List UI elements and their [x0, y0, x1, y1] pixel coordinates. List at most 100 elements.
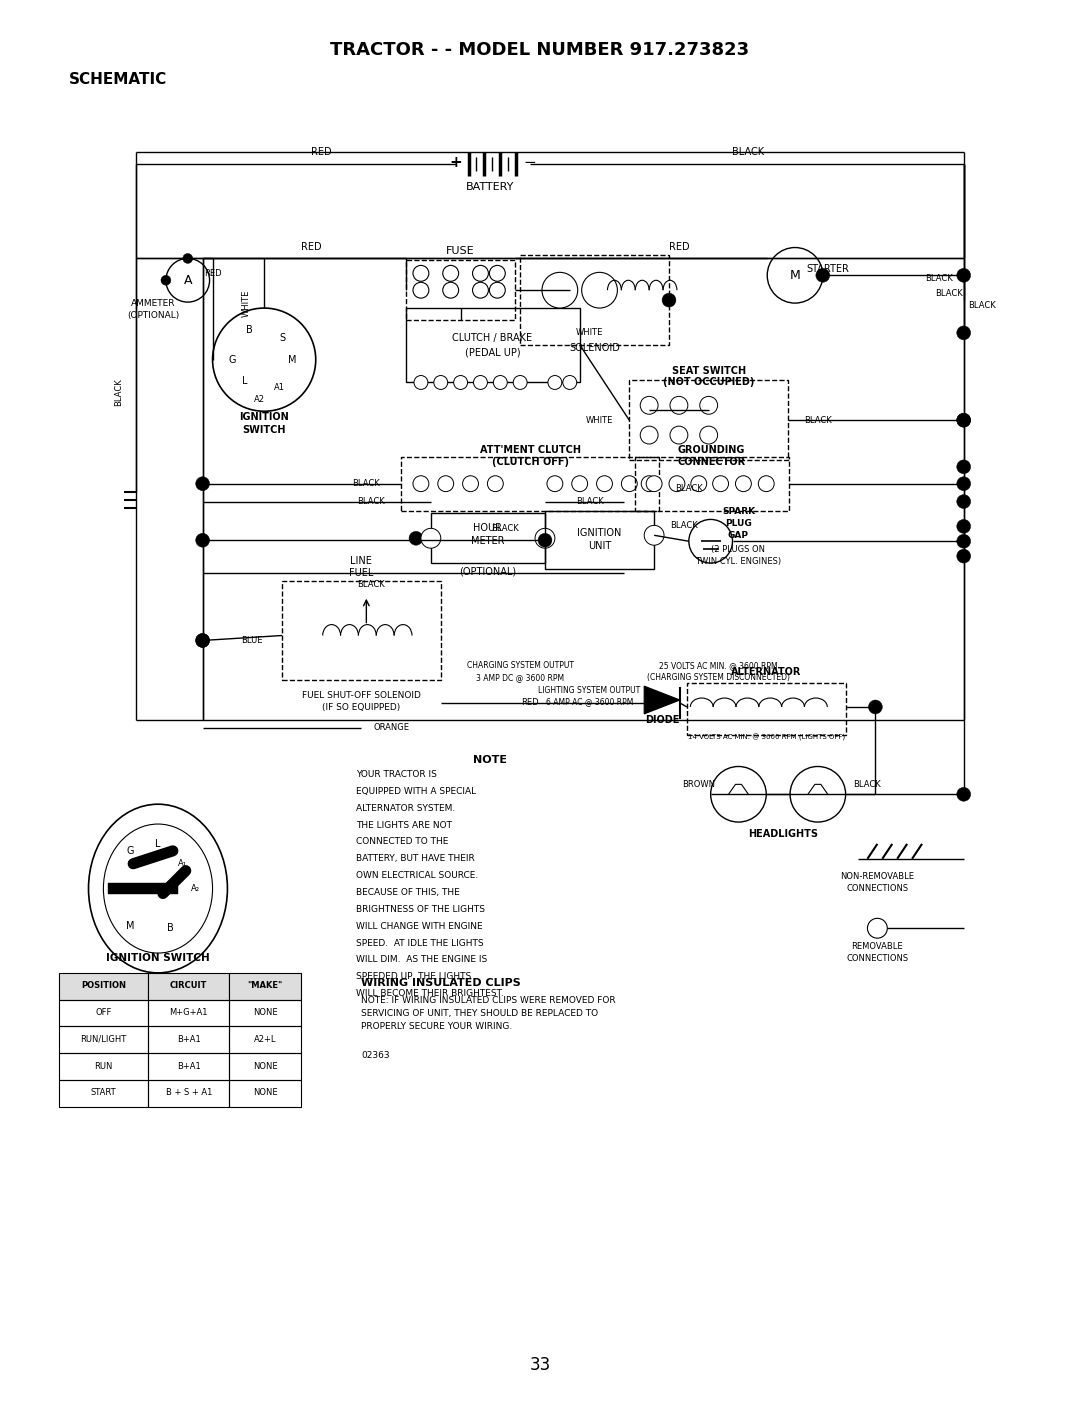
Text: −: −: [524, 154, 537, 170]
Text: S: S: [279, 333, 285, 342]
Circle shape: [538, 533, 552, 547]
Circle shape: [758, 476, 774, 491]
Circle shape: [957, 549, 971, 563]
Circle shape: [454, 376, 468, 390]
Text: REMOVABLE: REMOVABLE: [851, 941, 903, 951]
Text: SWITCH: SWITCH: [242, 425, 286, 435]
Text: NONE: NONE: [253, 1062, 278, 1070]
Text: GROUNDING: GROUNDING: [678, 445, 745, 455]
Text: BLACK: BLACK: [804, 415, 832, 425]
Circle shape: [548, 376, 562, 390]
Circle shape: [473, 265, 488, 281]
Text: NOTE: IF WIRING INSULATED CLIPS WERE REMOVED FOR: NOTE: IF WIRING INSULATED CLIPS WERE REM…: [362, 996, 616, 1005]
Text: (OPTIONAL): (OPTIONAL): [126, 310, 179, 320]
Circle shape: [563, 376, 577, 390]
Circle shape: [767, 247, 823, 303]
Circle shape: [957, 495, 971, 508]
Text: CONNECTED TO THE: CONNECTED TO THE: [356, 838, 449, 846]
Text: A2+L: A2+L: [254, 1035, 276, 1044]
Circle shape: [957, 414, 971, 427]
Text: SPEEDED UP, THE LIGHTS: SPEEDED UP, THE LIGHTS: [356, 972, 472, 981]
Circle shape: [542, 272, 578, 309]
Text: BLACK: BLACK: [935, 289, 962, 297]
Circle shape: [571, 476, 588, 491]
Text: (NOT OCCUPIED): (NOT OCCUPIED): [663, 377, 754, 387]
Text: 02363: 02363: [362, 1051, 390, 1059]
Bar: [635, 457, 789, 512]
Text: STARTER: STARTER: [807, 264, 849, 275]
Text: CHARGING SYSTEM OUTPUT: CHARGING SYSTEM OUTPUT: [467, 661, 573, 669]
Bar: [630, 380, 788, 460]
Circle shape: [443, 265, 459, 281]
Text: BLACK: BLACK: [576, 497, 604, 506]
Circle shape: [596, 476, 612, 491]
Circle shape: [535, 529, 555, 549]
Text: WHITE: WHITE: [242, 289, 251, 317]
Text: BLACK: BLACK: [113, 379, 123, 407]
Text: 6 AMP AC @ 3600 RPM: 6 AMP AC @ 3600 RPM: [545, 697, 633, 707]
Bar: [229, 1054, 301, 1080]
Text: TRACTOR - - MODEL NUMBER 917.273823: TRACTOR - - MODEL NUMBER 917.273823: [330, 41, 750, 59]
Circle shape: [161, 275, 171, 285]
Text: (PEDAL UP): (PEDAL UP): [464, 348, 521, 358]
Circle shape: [489, 282, 505, 297]
Circle shape: [711, 766, 766, 822]
Circle shape: [413, 265, 429, 281]
Text: (IF SO EQUIPPED): (IF SO EQUIPPED): [322, 703, 401, 713]
Text: RED: RED: [204, 269, 221, 278]
Circle shape: [957, 414, 971, 427]
Text: ORANGE: ORANGE: [374, 724, 409, 732]
Text: SOLENOID: SOLENOID: [569, 342, 620, 352]
Text: FUEL: FUEL: [349, 568, 374, 578]
Text: THE LIGHTS ARE NOT: THE LIGHTS ARE NOT: [356, 821, 453, 829]
Text: NONE: NONE: [253, 1009, 278, 1017]
Bar: [406, 309, 580, 383]
Circle shape: [487, 476, 503, 491]
Text: S: S: [113, 884, 120, 894]
Circle shape: [195, 634, 210, 647]
Text: HEADLIGHTS: HEADLIGHTS: [748, 829, 819, 839]
Circle shape: [473, 282, 488, 297]
Circle shape: [646, 476, 662, 491]
Text: BLACK: BLACK: [926, 274, 953, 283]
Bar: [282, 581, 441, 680]
Circle shape: [437, 476, 454, 491]
Text: SPEED.  AT IDLE THE LIGHTS: SPEED. AT IDLE THE LIGHTS: [356, 939, 484, 947]
Text: G: G: [229, 355, 237, 365]
Circle shape: [815, 268, 829, 282]
Text: +: +: [449, 154, 462, 170]
Text: B+A1: B+A1: [177, 1035, 201, 1044]
Circle shape: [413, 282, 429, 297]
Text: L: L: [242, 376, 247, 386]
Circle shape: [957, 325, 971, 340]
Circle shape: [700, 427, 717, 443]
Text: B + S + A1: B + S + A1: [165, 1089, 212, 1097]
Text: CLUTCH / BRAKE: CLUTCH / BRAKE: [453, 333, 532, 342]
Text: CIRCUIT: CIRCUIT: [170, 981, 207, 991]
Circle shape: [166, 258, 210, 302]
Circle shape: [195, 477, 210, 491]
Circle shape: [644, 525, 664, 546]
Text: NONE: NONE: [253, 1089, 278, 1097]
Text: SPARK: SPARK: [721, 506, 755, 516]
Text: B: B: [246, 325, 253, 335]
Text: BLACK: BLACK: [675, 484, 703, 494]
Text: WILL BECOME THEIR BRIGHTEST.: WILL BECOME THEIR BRIGHTEST.: [356, 989, 504, 998]
Bar: [401, 457, 659, 512]
Text: BRIGHTNESS OF THE LIGHTS: BRIGHTNESS OF THE LIGHTS: [356, 905, 485, 913]
Circle shape: [413, 476, 429, 491]
Text: 14 VOLTS AC MIN. @ 3600 RPM (LIGHTS OFF): 14 VOLTS AC MIN. @ 3600 RPM (LIGHTS OFF): [688, 734, 845, 741]
Text: PLUG: PLUG: [725, 519, 752, 528]
Bar: [58, 1080, 148, 1107]
Text: DIODE: DIODE: [645, 716, 679, 725]
Text: CONNECTOR: CONNECTOR: [677, 457, 745, 467]
Text: BLACK: BLACK: [732, 147, 765, 157]
Text: SERVICING OF UNIT, THEY SHOULD BE REPLACED TO: SERVICING OF UNIT, THEY SHOULD BE REPLAC…: [362, 1009, 598, 1019]
Circle shape: [689, 519, 732, 563]
Text: SEAT SWITCH: SEAT SWITCH: [672, 366, 746, 376]
Text: 33: 33: [529, 1355, 551, 1374]
Text: OFF: OFF: [95, 1009, 111, 1017]
Circle shape: [489, 265, 505, 281]
Circle shape: [642, 476, 657, 491]
Circle shape: [640, 397, 658, 414]
